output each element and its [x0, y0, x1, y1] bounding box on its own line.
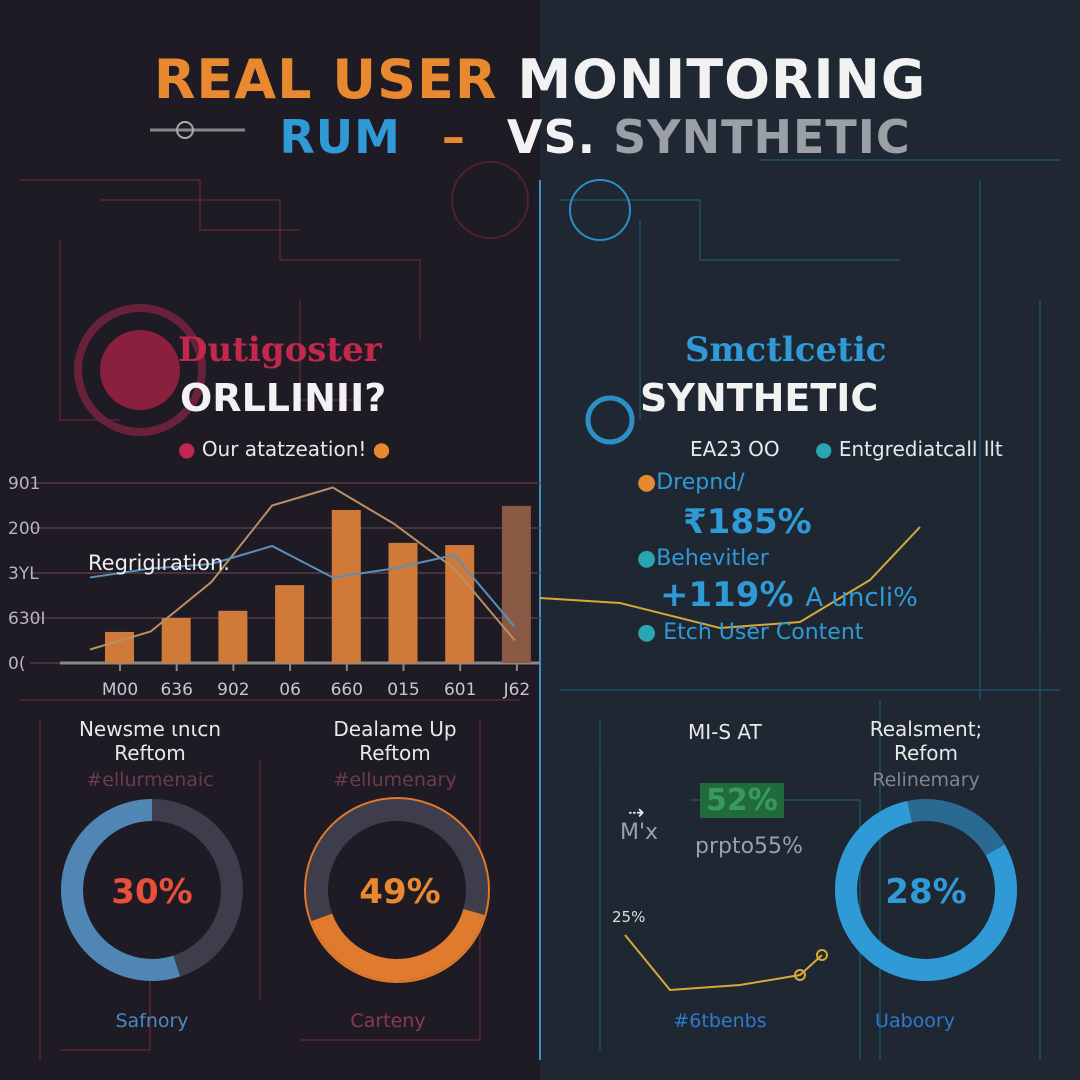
x-tick-label: 015 — [387, 680, 419, 700]
mini-point — [794, 969, 806, 981]
x-tick-label: 660 — [331, 680, 363, 700]
bar — [218, 610, 248, 663]
x-tick-label: M00 — [102, 680, 138, 700]
chart-annotation: Regrigiration. — [88, 551, 230, 575]
x-tick-label: J62 — [503, 680, 531, 700]
left-legend: ● Our atatzeation! ● — [178, 437, 391, 461]
donut3-subtitle: Relinemary — [872, 769, 980, 791]
right-heading-script: Smctlcetic — [685, 330, 887, 370]
right-legend-right: ● Entgrediatcall llt — [815, 437, 1003, 461]
donut-fill — [835, 799, 1017, 981]
mini-point — [816, 949, 828, 961]
donut-ring — [304, 797, 490, 983]
stat1-label: ●Drepnd/ — [637, 470, 745, 495]
donut2-caption: Carteny — [350, 1010, 426, 1032]
bar — [501, 505, 531, 663]
stat1-value: ₹185% — [683, 502, 812, 542]
stat3-label: ● Etch User Content — [637, 620, 864, 645]
x-tick-label: 636 — [160, 680, 192, 700]
y-tick-label: 200 — [8, 519, 40, 539]
x-tick-label: 902 — [217, 680, 249, 700]
x-tick-label: 06 — [279, 680, 301, 700]
donut1-value: 30% — [111, 872, 193, 912]
donut1-caption: Safnory — [115, 1010, 189, 1032]
left-heading: ORLLINΙΙ? — [180, 376, 387, 420]
y-tick-label: 0( — [8, 654, 25, 674]
x-tick-label: 601 — [444, 680, 476, 700]
trend-line — [539, 526, 921, 630]
donut-fill — [306, 799, 489, 981]
sub-label: prpto55% — [695, 834, 803, 859]
title-line2: RUM – VS. SYNTHETIC — [279, 110, 911, 164]
right-heading: SYNTHETIC — [640, 376, 879, 420]
right-legend-left: EA23 OO — [690, 437, 780, 461]
bar — [275, 585, 305, 663]
donut3-caption: Uaboory — [875, 1010, 955, 1032]
y-tick-label: 3YL — [8, 564, 39, 584]
left-heading-script: Dutigoster — [178, 330, 382, 370]
donut3-value: 28% — [885, 872, 967, 912]
donut2-title: Dealame Up Reftom — [333, 717, 457, 765]
mini-label: 25% — [612, 908, 646, 926]
mid-title: MI-S AT — [688, 720, 762, 744]
stat2-value: +119% A uncli% — [660, 575, 918, 615]
stat2-label: ●Behevitler — [637, 546, 769, 571]
donut-fill — [61, 799, 243, 981]
synthetic-panel — [540, 0, 1080, 1080]
donut2-subtitle: #ellumenary — [333, 769, 457, 791]
donut3-title: Realsment; Refom — [869, 717, 983, 765]
y-tick-label: 901 — [8, 474, 40, 494]
bar — [331, 510, 361, 663]
mini-line — [624, 934, 823, 992]
bar — [388, 542, 418, 663]
y-tick-label: 630I — [8, 609, 45, 629]
series-line — [89, 544, 516, 628]
mini-caption: #6tbenbs — [673, 1010, 767, 1032]
bar — [161, 618, 191, 663]
series-line — [89, 486, 516, 651]
badge-52: 52% — [700, 783, 784, 818]
donut2-value: 49% — [359, 872, 441, 912]
gauge-icon — [100, 330, 180, 410]
title-line1: REAL USER MONITORING — [153, 48, 927, 111]
mx-label: M'x — [620, 820, 659, 845]
donut1-subtitle: #ellurmenaic — [86, 769, 214, 791]
gear-icon — [176, 121, 194, 139]
donut1-title: Newsme ιnιcn Reftom — [78, 717, 222, 765]
bar-chart: 0( 630I 3YL 200 901 M00 636 902 06 660 015 601 J62 — [8, 474, 540, 700]
arrow-icon: ⇢ — [628, 800, 645, 824]
